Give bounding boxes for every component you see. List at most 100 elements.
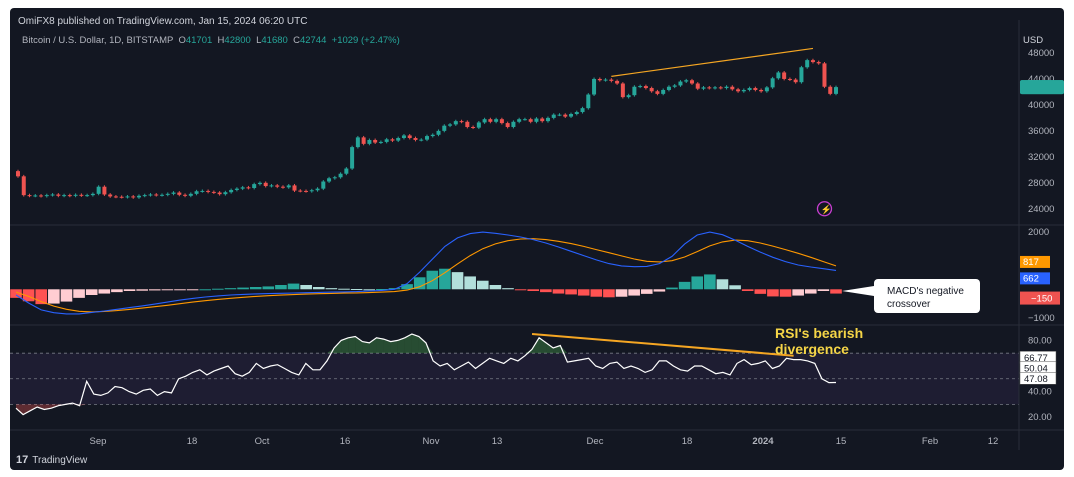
- currency-label: USD: [1023, 35, 1044, 46]
- candle-body: [799, 67, 804, 83]
- candle-body: [609, 79, 614, 81]
- candle-body: [344, 168, 349, 174]
- rsi-overbought-fill: [560, 345, 568, 354]
- histogram-badge: [1020, 291, 1060, 305]
- candle-body: [557, 114, 562, 116]
- candle-body: [90, 193, 95, 196]
- candle-body: [183, 194, 188, 196]
- macd-histogram-bar: [640, 289, 653, 294]
- candle-body: [252, 184, 257, 188]
- candle-body: [764, 87, 769, 92]
- close-value: 42744: [299, 35, 327, 46]
- candle-body: [102, 186, 107, 195]
- candle-body: [160, 194, 165, 196]
- time-tick-label: 12: [988, 436, 999, 447]
- candle-body: [442, 125, 447, 131]
- candle-body: [413, 138, 418, 140]
- candle-body: [586, 94, 591, 109]
- candle-body: [822, 63, 827, 87]
- macd-histogram-bar: [35, 289, 48, 305]
- candle-body: [448, 124, 453, 126]
- candle-body: [257, 182, 262, 185]
- time-tick-label: Sep: [90, 436, 107, 447]
- candle-body: [643, 86, 648, 89]
- rsi-overbought-fill: [341, 337, 349, 354]
- candle-body: [828, 86, 833, 94]
- candle-body: [27, 195, 32, 197]
- chart-svg[interactable]: ⚡ 24000 28000 32000 36000 40000 44000 48000 200…: [10, 20, 1064, 450]
- candle-body: [684, 80, 689, 82]
- macd-histogram-bar: [678, 281, 691, 290]
- candle-body: [793, 79, 798, 83]
- candle-body: [384, 139, 389, 142]
- macd-histogram-bar: [123, 289, 136, 291]
- macd-histogram-bar: [413, 277, 426, 290]
- macd-histogram-bar: [287, 283, 300, 290]
- macd-histogram-bar: [527, 289, 540, 291]
- macd-histogram-bar: [464, 276, 476, 290]
- candle-body: [298, 190, 303, 192]
- macd-histogram-bar: [174, 289, 186, 291]
- symbol-name: Bitcoin / U.S. Dollar, 1D, BITSTAMP: [22, 35, 174, 46]
- macd-histogram-bar: [22, 289, 35, 302]
- candle-body: [759, 89, 764, 92]
- candle-body: [131, 196, 136, 198]
- macd-histogram-bar: [741, 289, 754, 291]
- price-tick-label: 28000: [1028, 178, 1054, 189]
- signal-badge: [1020, 255, 1050, 268]
- time-tick-label: Dec: [587, 436, 604, 447]
- symbol-legend: Bitcoin / U.S. Dollar, 1D, BITSTAMP O417…: [22, 35, 400, 46]
- candle-body: [661, 89, 666, 94]
- candle-body: [419, 139, 424, 141]
- candle-body: [736, 89, 741, 92]
- macd-histogram-bar: [716, 279, 729, 290]
- candle-body: [810, 60, 815, 63]
- price-tick-label: 32000: [1028, 152, 1054, 163]
- candle-body: [378, 141, 383, 143]
- macd-histogram-bar: [729, 285, 741, 290]
- candle-body: [787, 78, 792, 80]
- macd-histogram-bar: [590, 289, 603, 297]
- candle-body: [240, 187, 245, 189]
- candle-body: [522, 119, 527, 121]
- candle-body: [695, 83, 700, 89]
- candle-body: [672, 85, 677, 87]
- signal-line: [15, 238, 837, 313]
- tradingview-logo-icon: 17: [16, 454, 29, 466]
- rsi-oversold-fill: [79, 404, 87, 406]
- rsi-overbought-fill: [411, 333, 419, 354]
- macd-line: [15, 231, 837, 315]
- candle-body: [223, 192, 228, 195]
- macd-histogram-bar: [565, 289, 577, 295]
- rsi-oversold-fill: [23, 404, 31, 415]
- candle-body: [315, 188, 320, 191]
- candle-body: [407, 135, 412, 139]
- candle-body: [165, 193, 170, 195]
- candle-body: [718, 87, 723, 89]
- macd-histogram-bar: [426, 270, 439, 290]
- candle-body: [747, 88, 752, 90]
- macd-badge-label: 662: [1023, 273, 1039, 284]
- price-tick-label: 24000: [1028, 204, 1054, 215]
- macd-callout-box: [874, 279, 980, 313]
- candle-body: [436, 130, 441, 135]
- candle-body: [309, 190, 314, 192]
- axis-layer: 24000 28000 32000 36000 40000 44000 48000 2000 1…: [90, 48, 1064, 447]
- rsi-tick-label: 40.00: [1028, 387, 1052, 398]
- last-price-badge-top: [1020, 80, 1064, 95]
- rsi-overbought-fill: [397, 337, 405, 354]
- macd-histogram-bar: [792, 289, 804, 296]
- rsi-overbought-fill: [546, 342, 554, 354]
- rsi-overbought-fill: [348, 336, 356, 354]
- macd-histogram-bar: [111, 289, 123, 293]
- macd-histogram-bar: [451, 272, 464, 290]
- macd-histogram-bar: [312, 287, 325, 290]
- candle-body: [321, 181, 326, 189]
- candle-body: [563, 114, 568, 117]
- macd-histogram-bar: [48, 289, 60, 304]
- candle-body: [200, 190, 205, 192]
- candle-body: [39, 195, 44, 197]
- candle-body: [16, 171, 20, 177]
- macd-histogram-bar: [85, 289, 98, 295]
